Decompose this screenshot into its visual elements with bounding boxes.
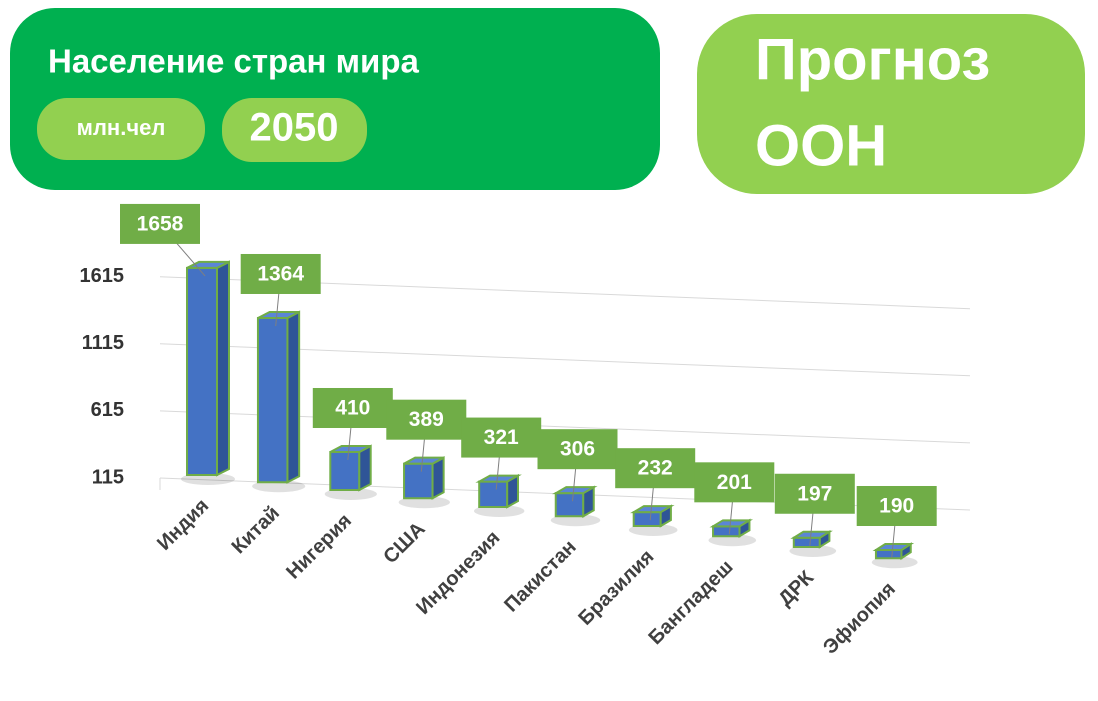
value-label-box (615, 448, 696, 489)
bar-top (257, 310, 300, 319)
value-label-box (774, 473, 855, 514)
x-tick-label: Китай (228, 502, 284, 558)
y-tick-label: 115 (92, 466, 124, 488)
year-pill (222, 98, 367, 162)
x-tick-label: Бангладеш (644, 556, 737, 649)
title: Население стран мира (48, 43, 419, 80)
x-tick-label: США (379, 518, 429, 568)
value-label: 410 (335, 397, 370, 420)
x-tick-label: Индонезия (412, 527, 504, 619)
value-label: 306 (560, 438, 595, 461)
bar-top (630, 505, 675, 514)
x-tick-label: Нигерия (282, 510, 356, 584)
bar (712, 525, 741, 538)
value-label-box (461, 417, 542, 458)
x-tick-label: Пакистан (500, 536, 581, 617)
value-label: 389 (409, 408, 444, 431)
bar (632, 511, 662, 527)
bar-top (790, 530, 833, 539)
bar-shadow (474, 505, 525, 517)
x-tick-label: Эфиопия (819, 578, 900, 659)
bar (186, 266, 218, 477)
chart: 115 615 1115 1615 1658 Индия 1364 Китай 410 Нигер… (80, 203, 971, 659)
y-tick-label: 615 (91, 399, 124, 421)
value-label: 1658 (137, 212, 184, 235)
bar-shadow (628, 524, 678, 536)
badge-line: Прогноз (755, 27, 990, 92)
value-label-box (856, 485, 937, 526)
value-label: 197 (797, 482, 832, 505)
bar (792, 536, 821, 548)
value-label: 1364 (257, 263, 304, 286)
bar (874, 548, 903, 560)
y-tick-label: 1615 (80, 265, 125, 287)
x-tick-label: Бразилия (574, 546, 658, 630)
bar (256, 316, 289, 484)
bar (554, 492, 585, 518)
value-label: 190 (879, 495, 914, 518)
year-label: 2050 (250, 106, 339, 150)
value-label-box (120, 203, 200, 244)
bar-shadow (789, 545, 837, 557)
bar-top (551, 486, 598, 495)
badge (697, 14, 1085, 194)
bar-side (216, 260, 230, 477)
bar-top (475, 474, 522, 483)
value-label-box (240, 253, 321, 294)
bar (329, 450, 361, 492)
bar (403, 462, 434, 500)
unit-pill (37, 98, 205, 160)
y-tick-label: 1115 (82, 332, 124, 354)
bar (478, 480, 509, 508)
value-label-box (386, 399, 467, 440)
value-label-box (694, 462, 775, 503)
bar-side (358, 444, 372, 492)
value-label: 232 (638, 457, 673, 480)
bar-top (403, 456, 445, 465)
x-tick-label: Индия (153, 495, 213, 555)
bar-top (709, 519, 754, 528)
bar-side (286, 310, 301, 484)
value-label-box (312, 387, 393, 428)
badge-line: ООН (755, 113, 887, 178)
value-label-box (537, 429, 618, 470)
unit-label: млн.чел (77, 115, 166, 140)
bar-top (329, 444, 372, 453)
value-label: 321 (484, 426, 519, 449)
x-tick-label: ДРК (774, 566, 818, 610)
value-label: 201 (717, 471, 752, 494)
